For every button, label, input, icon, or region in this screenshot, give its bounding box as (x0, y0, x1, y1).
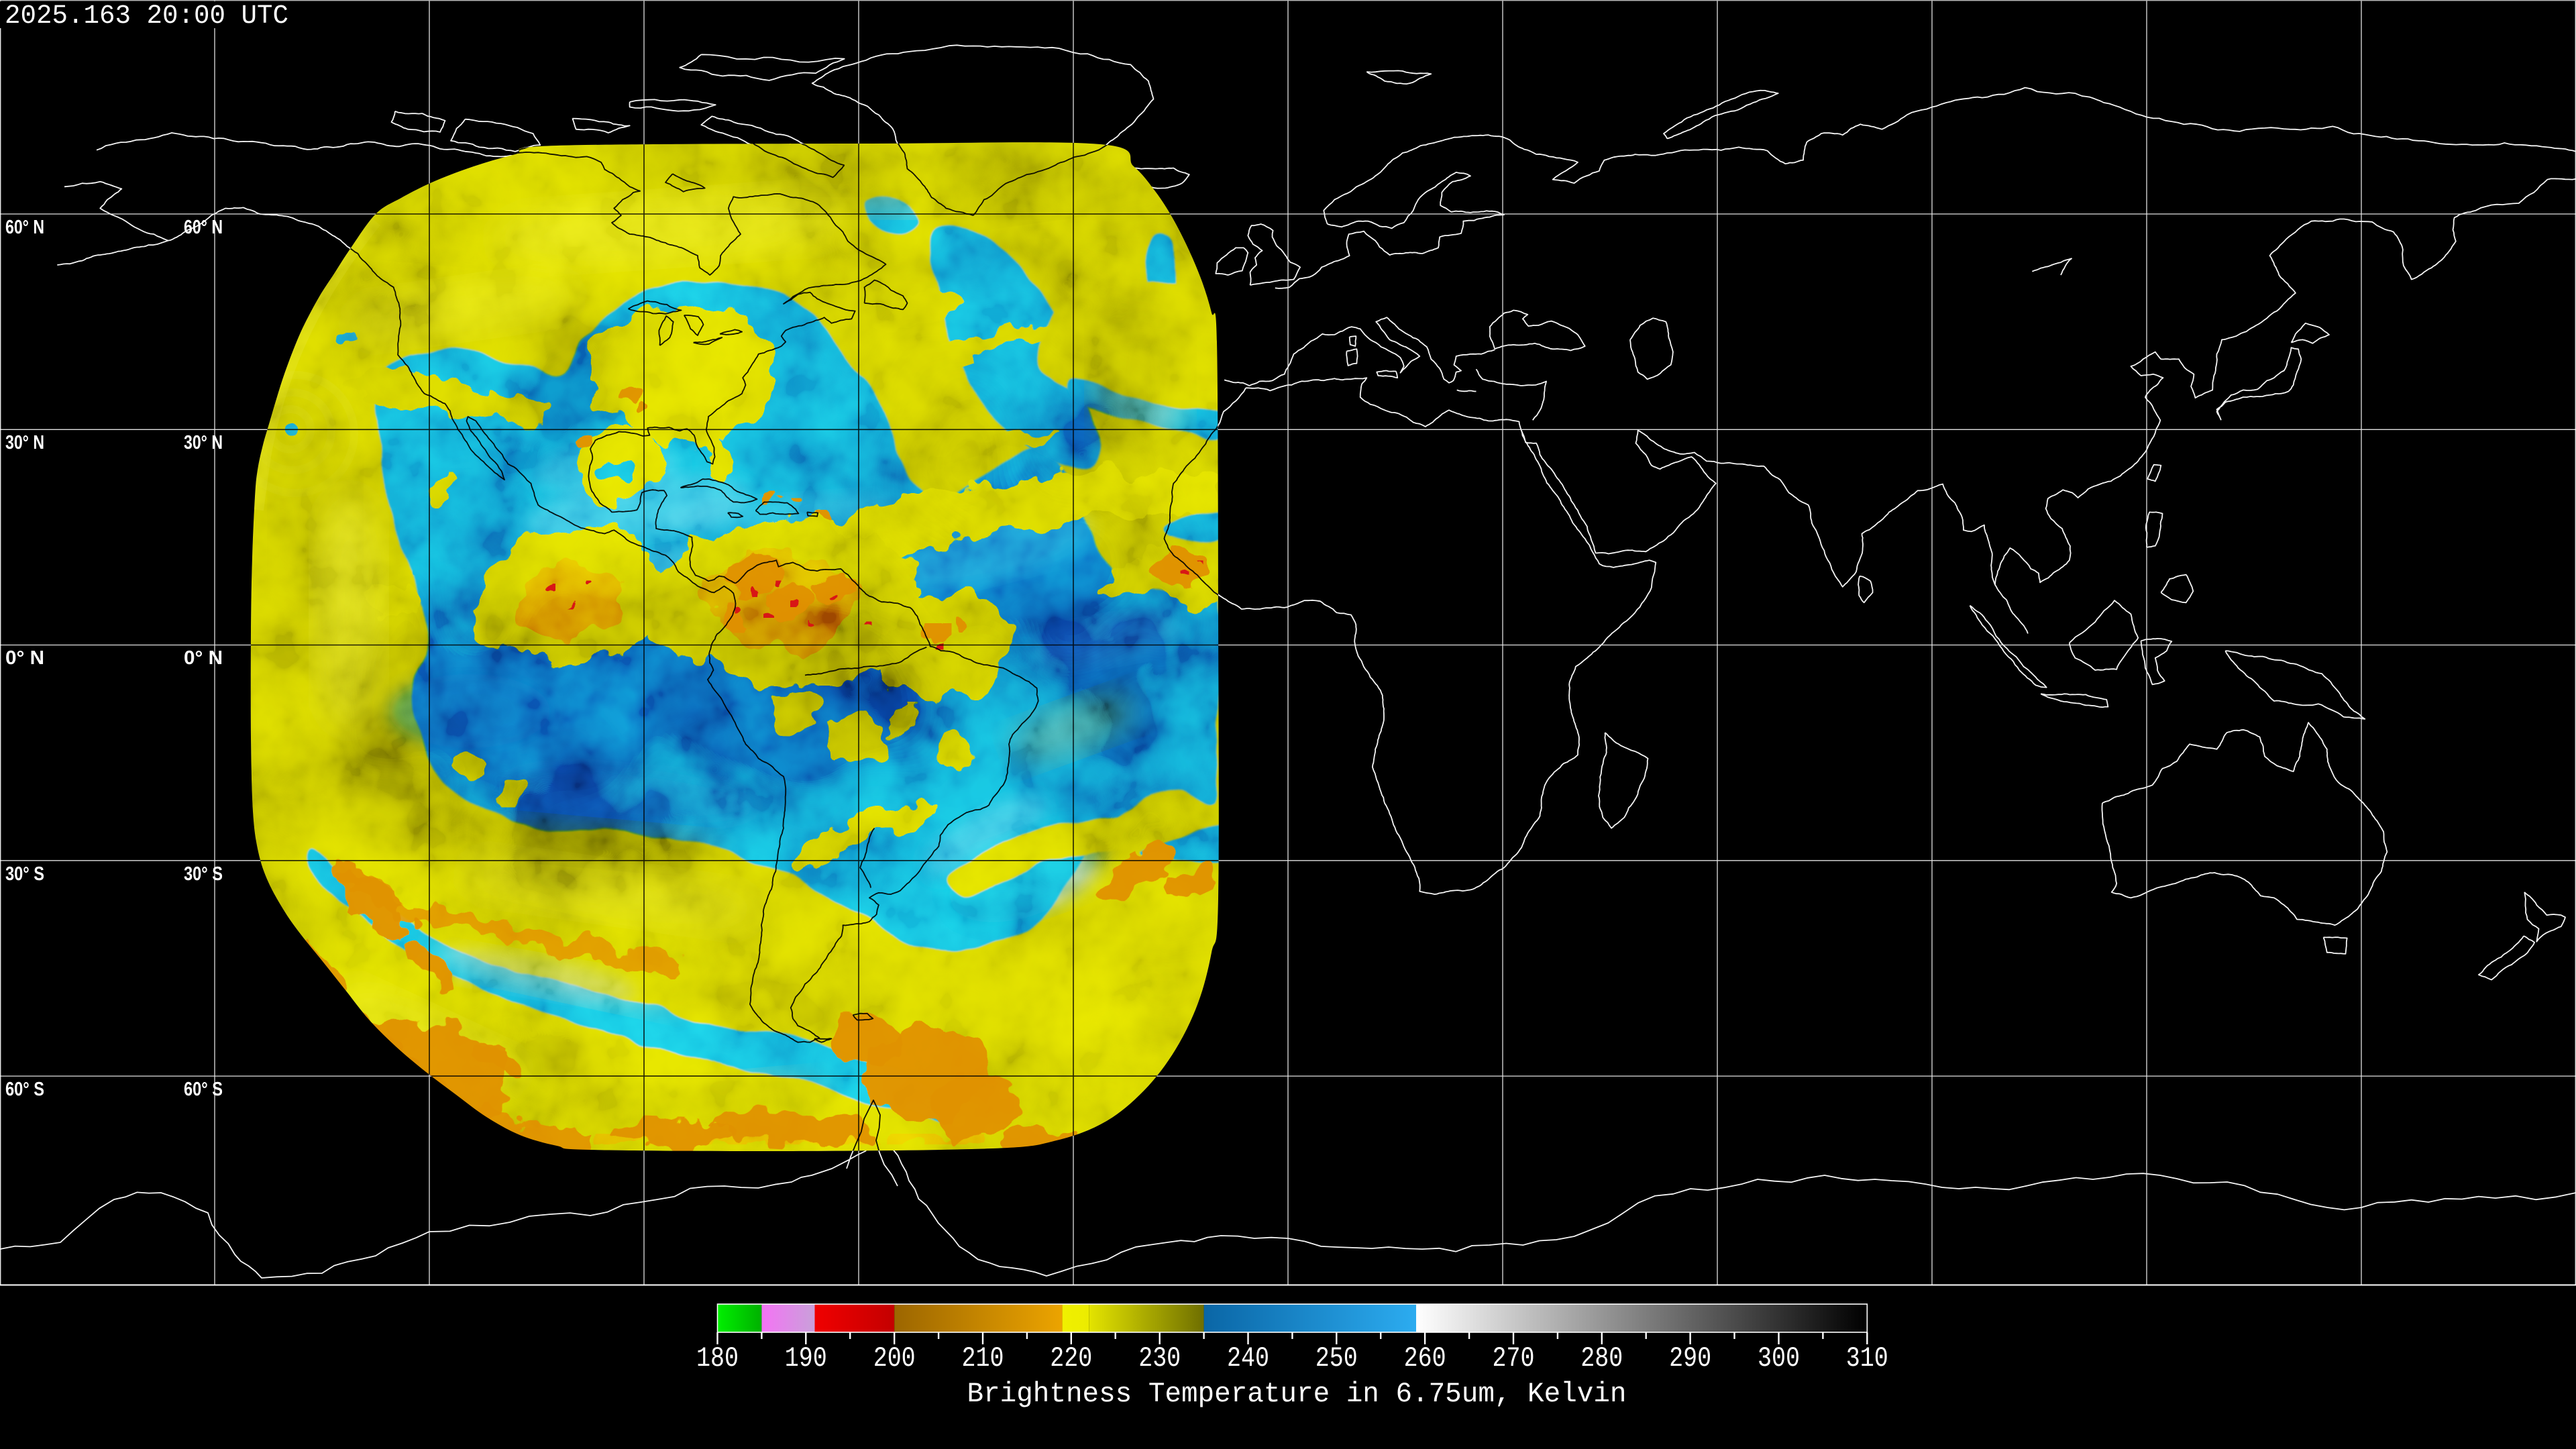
svg-text:200: 200 (873, 1343, 916, 1375)
svg-text:310: 310 (1846, 1343, 1888, 1375)
svg-text:60° N: 60° N (5, 217, 44, 238)
svg-text:0° N: 0° N (184, 647, 223, 669)
svg-text:290: 290 (1669, 1343, 1711, 1375)
svg-text:240: 240 (1227, 1343, 1269, 1375)
svg-text:220: 220 (1050, 1343, 1092, 1375)
svg-text:60° S: 60° S (184, 1079, 223, 1100)
svg-text:30° N: 30° N (184, 432, 223, 453)
svg-text:280: 280 (1580, 1343, 1623, 1375)
svg-text:0° N: 0° N (5, 647, 44, 669)
svg-text:30° S: 30° S (184, 863, 223, 885)
svg-text:300: 300 (1758, 1343, 1800, 1375)
svg-text:2025.163 20:00 UTC: 2025.163 20:00 UTC (5, 1, 288, 32)
svg-text:190: 190 (785, 1343, 827, 1375)
svg-text:230: 230 (1138, 1343, 1181, 1375)
svg-text:270: 270 (1493, 1343, 1535, 1375)
svg-text:210: 210 (962, 1343, 1004, 1375)
svg-text:180: 180 (696, 1343, 739, 1375)
svg-text:60° S: 60° S (5, 1079, 44, 1100)
svg-text:30° S: 30° S (5, 863, 44, 885)
svg-text:Brightness Temperature in 6.75: Brightness Temperature in 6.75um, Kelvin (967, 1378, 1627, 1410)
svg-text:250: 250 (1316, 1343, 1358, 1375)
svg-text:260: 260 (1404, 1343, 1446, 1375)
svg-text:60° N: 60° N (184, 217, 223, 238)
svg-text:30° N: 30° N (5, 432, 44, 453)
